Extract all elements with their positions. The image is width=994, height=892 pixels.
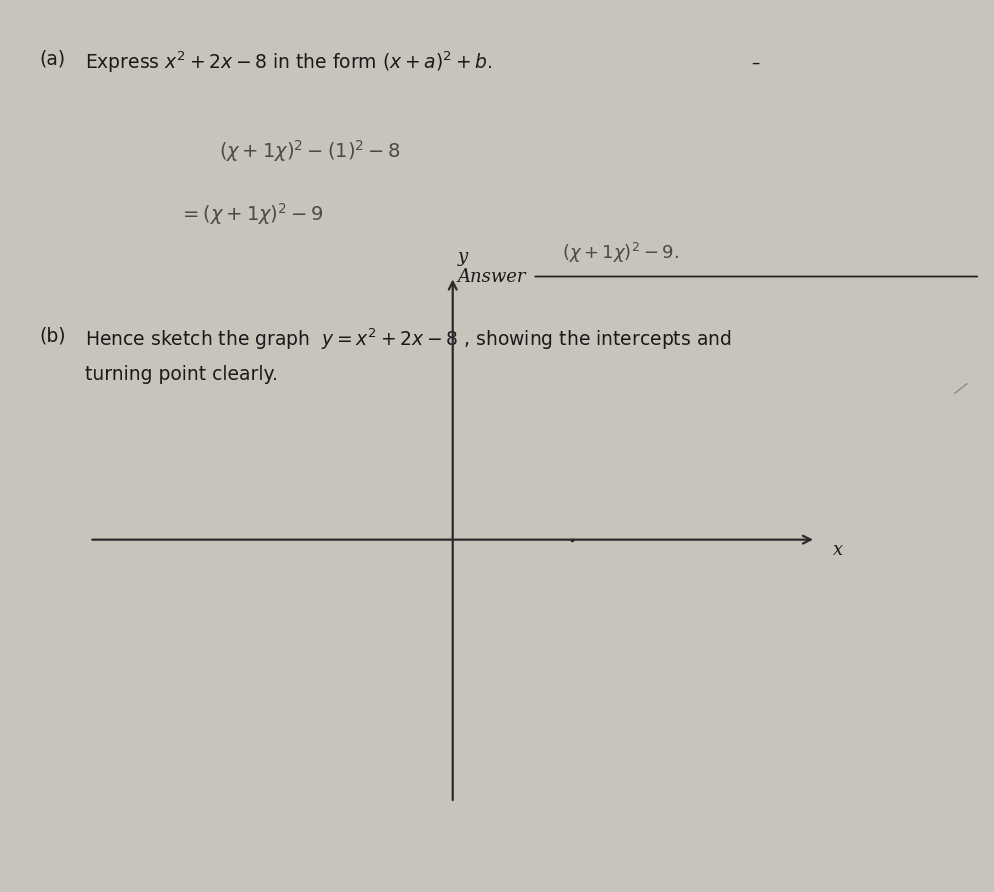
- Text: $(\chi+1\chi)^2-(1)^2-8$: $(\chi+1\chi)^2-(1)^2-8$: [219, 138, 401, 164]
- Text: x: x: [832, 541, 842, 559]
- Text: Express $x^2+2x-8$ in the form $(x+a)^2+b$.: Express $x^2+2x-8$ in the form $(x+a)^2+…: [84, 49, 491, 75]
- Text: ⁄: ⁄: [954, 378, 964, 398]
- Text: $=(\chi+1\chi)^2-9$: $=(\chi+1\chi)^2-9$: [179, 201, 324, 227]
- Text: –: –: [750, 54, 758, 71]
- Text: y: y: [457, 248, 467, 266]
- Text: Hence sketch the graph  $y=x^2+2x-8$ , showing the intercepts and: Hence sketch the graph $y=x^2+2x-8$ , sh…: [84, 326, 731, 352]
- Text: $(\chi+1\chi)^2-9.$: $(\chi+1\chi)^2-9.$: [562, 241, 678, 265]
- Text: (a): (a): [40, 49, 66, 68]
- Text: (b): (b): [40, 326, 67, 345]
- Text: Answer: Answer: [457, 268, 526, 285]
- Text: turning point clearly.: turning point clearly.: [84, 365, 277, 384]
